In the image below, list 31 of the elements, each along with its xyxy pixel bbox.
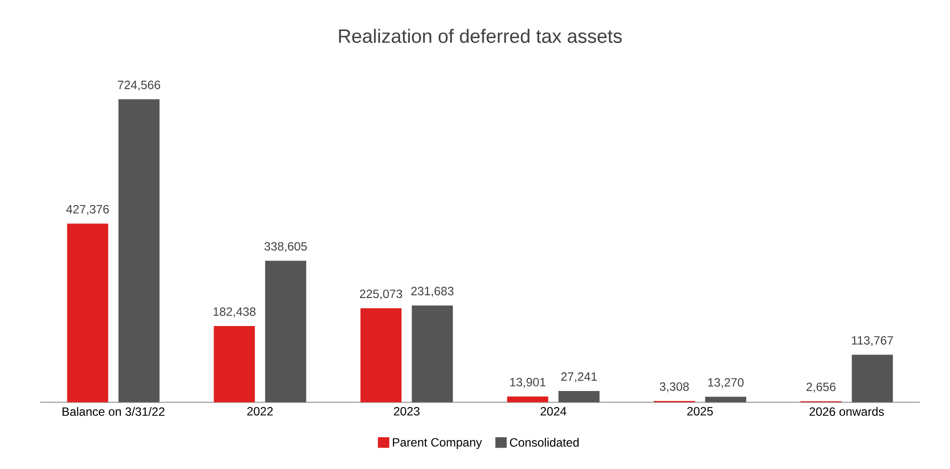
data-label: 13,270 <box>708 378 744 388</box>
bar <box>507 396 548 402</box>
bar <box>360 308 402 402</box>
x-tick-label: 2023 <box>394 407 420 416</box>
bar <box>118 99 160 402</box>
bar <box>412 305 453 402</box>
legend-label: Consolidated <box>510 438 579 447</box>
x-tick-label: 2024 <box>540 407 566 416</box>
x-tick-label: 2026 onwards <box>810 407 884 416</box>
bar <box>852 354 893 402</box>
x-tick-label: Balance on 3/31/22 <box>62 407 164 416</box>
bar <box>67 224 108 402</box>
bar <box>558 390 600 402</box>
data-label: 724,566 <box>118 80 160 91</box>
data-label: 225,073 <box>360 290 402 300</box>
data-label: 3,308 <box>660 382 689 392</box>
chart-title: Realization of deferred tax assets <box>339 28 622 43</box>
bar <box>214 326 255 402</box>
data-label: 231,683 <box>411 286 454 297</box>
x-tick-label: 2025 <box>687 407 713 416</box>
data-label: 338,605 <box>264 242 307 252</box>
data-label: 27,241 <box>561 372 597 382</box>
data-label: 113,767 <box>852 336 893 346</box>
legend-label: Parent Company <box>392 438 482 449</box>
bar <box>705 396 746 402</box>
data-label: 182,438 <box>214 307 256 318</box>
data-label: 427,376 <box>66 204 109 215</box>
bar <box>265 260 306 402</box>
data-label: 13,901 <box>510 378 546 388</box>
data-label: 2,656 <box>806 382 836 393</box>
x-tick-label: 2022 <box>247 407 273 416</box>
